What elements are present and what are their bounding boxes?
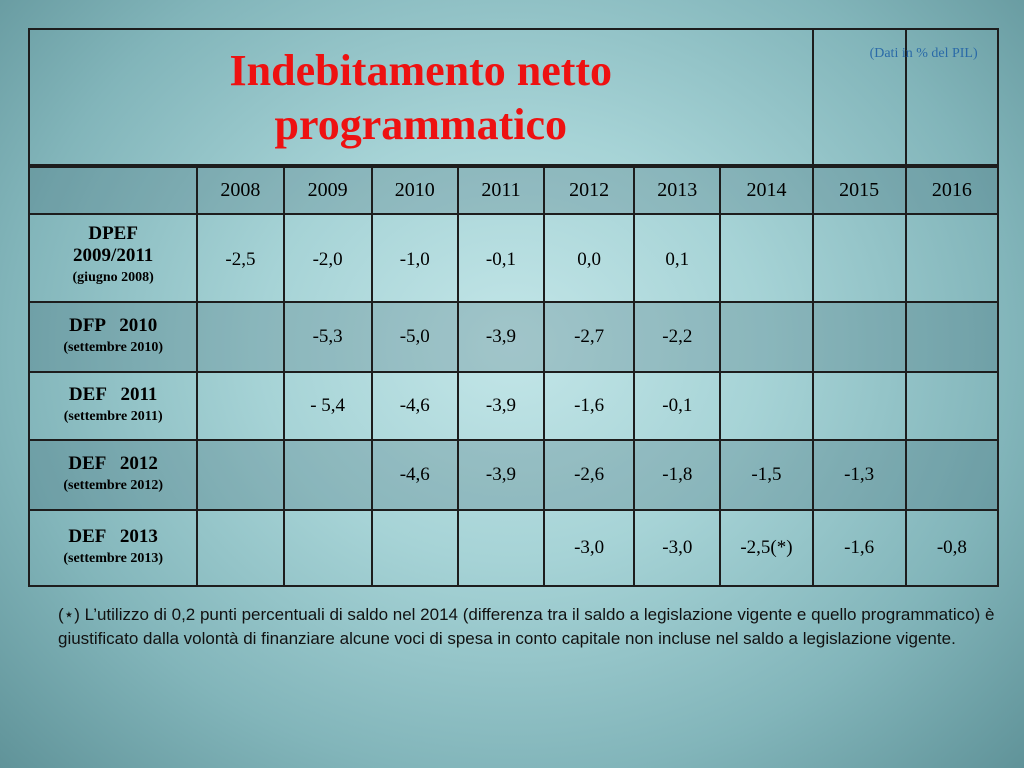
value-cell — [904, 301, 1000, 373]
unit-note: (Dati in % del PIL) — [869, 46, 978, 61]
value-cell: -2,5 — [196, 213, 285, 303]
value-cell: -2,2 — [633, 301, 722, 373]
row-date: (settembre 2011) — [63, 409, 163, 424]
table-row: DEF 2012 (settembre 2012) -4,6 -3,9 -2,6… — [27, 439, 1000, 511]
value-cell — [811, 213, 907, 303]
slide-title: Indebitamento netto programmatico — [30, 44, 812, 152]
value-cell: -0,1 — [456, 213, 546, 303]
year-header: 2011 — [456, 165, 546, 215]
value-cell — [282, 439, 373, 511]
value-cell: -4,6 — [370, 439, 459, 511]
year-header: 2012 — [543, 165, 636, 215]
value-cell — [196, 439, 285, 511]
row-name-line-1: DPEF — [88, 223, 138, 244]
value-cell: 0,0 — [543, 213, 636, 303]
value-cell — [282, 509, 373, 587]
row-date: (settembre 2012) — [63, 478, 163, 493]
budget-table: Indebitamento netto programmatico (Dati … — [27, 28, 1000, 587]
value-cell — [904, 439, 1000, 511]
value-cell: -0,8 — [904, 509, 1000, 587]
value-cell: -2,0 — [282, 213, 373, 303]
title-line-1: Indebitamento netto — [229, 46, 613, 95]
value-cell: -1,6 — [543, 371, 636, 441]
value-cell — [719, 301, 814, 373]
value-cell — [904, 371, 1000, 441]
year-header: 2009 — [282, 165, 373, 215]
year-header: 2014 — [719, 165, 814, 215]
year-header: 2016 — [904, 165, 1000, 215]
value-cell — [196, 509, 285, 587]
year-header: 2013 — [633, 165, 722, 215]
value-cell — [456, 509, 546, 587]
value-cell — [904, 213, 1000, 303]
value-cell: -1,6 — [811, 509, 907, 587]
empty-header-cell — [904, 28, 1000, 168]
row-date: (settembre 2010) — [63, 340, 163, 355]
table-row: DEF 2013 (settembre 2013) -3,0 -3,0 -2,5… — [27, 509, 1000, 587]
value-cell — [719, 213, 814, 303]
year-header-row: 2008 2009 2010 2011 2012 2013 2014 2015 … — [27, 165, 1000, 215]
value-cell: -3,0 — [633, 509, 722, 587]
row-label: DPEF 2009/2011 (giugno 2008) — [27, 213, 199, 303]
row-label: DFP 2010 (settembre 2010) — [27, 301, 199, 373]
value-cell: - 5,4 — [282, 371, 373, 441]
row-name-line-2: 2009/2011 — [73, 245, 154, 266]
value-cell: -2,7 — [543, 301, 636, 373]
value-cell: -1,8 — [633, 439, 722, 511]
value-cell — [811, 371, 907, 441]
year-header: 2008 — [196, 165, 285, 215]
value-cell: -3,9 — [456, 301, 546, 373]
row-name: DEF 2013 — [68, 526, 158, 547]
value-cell — [719, 371, 814, 441]
value-cell: -1,0 — [370, 213, 459, 303]
value-cell: -3,0 — [543, 509, 636, 587]
unit-note-cell: (Dati in % del PIL) — [811, 28, 978, 168]
value-cell: -4,6 — [370, 371, 459, 441]
value-cell: 0,1 — [633, 213, 722, 303]
value-cell: -0,1 — [633, 371, 722, 441]
table-row: DEF 2011 (settembre 2011) - 5,4 -4,6 -3,… — [27, 371, 1000, 441]
row-label: DEF 2012 (settembre 2012) — [27, 439, 199, 511]
corner-cell — [27, 165, 199, 215]
table-row: DFP 2010 (settembre 2010) -5,3 -5,0 -3,9… — [27, 301, 1000, 373]
value-cell — [370, 509, 459, 587]
value-cell: -5,3 — [282, 301, 373, 373]
value-cell: -2,5(*) — [719, 509, 814, 587]
row-name: DFP 2010 — [69, 315, 158, 336]
row-label: DEF 2013 (settembre 2013) — [27, 509, 199, 587]
row-name: DEF 2011 — [68, 384, 158, 405]
value-cell — [196, 301, 285, 373]
value-cell — [196, 371, 285, 441]
title-line-2: programmatico — [274, 100, 567, 149]
footnote: (⋆) L’utilizzo di 0,2 punti percentuali … — [58, 605, 995, 648]
value-cell: -3,9 — [456, 371, 546, 441]
row-date: (settembre 2013) — [63, 551, 163, 566]
table-row: DPEF 2009/2011 (giugno 2008) -2,5 -2,0 -… — [27, 213, 1000, 303]
row-date: (giugno 2008) — [72, 270, 154, 285]
year-header: 2015 — [811, 165, 907, 215]
value-cell: -3,9 — [456, 439, 546, 511]
value-cell: -2,6 — [543, 439, 636, 511]
title-cell: Indebitamento netto programmatico — [28, 28, 814, 168]
value-cell: -5,0 — [370, 301, 459, 373]
value-cell — [811, 301, 907, 373]
year-header: 2010 — [370, 165, 459, 215]
row-name: DEF 2012 — [68, 453, 158, 474]
value-cell: -1,5 — [719, 439, 814, 511]
value-cell: -1,3 — [811, 439, 907, 511]
row-label: DEF 2011 (settembre 2011) — [27, 371, 199, 441]
